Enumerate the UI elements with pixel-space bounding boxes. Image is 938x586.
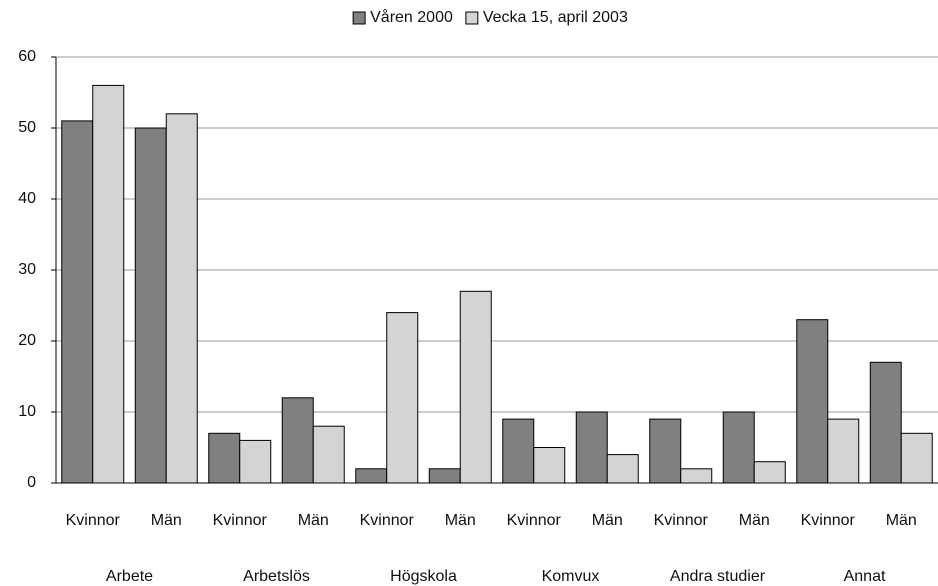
bar bbox=[869, 361, 902, 484]
x-tick-label: Kvinnor bbox=[66, 512, 121, 529]
bar bbox=[649, 418, 682, 484]
x-tick-label: Kvinnor bbox=[801, 512, 856, 529]
x-tick-label: Män bbox=[298, 512, 329, 529]
bar bbox=[722, 411, 755, 484]
legend-swatch bbox=[465, 11, 479, 25]
bar bbox=[239, 439, 272, 484]
x-tick-label: Kvinnor bbox=[507, 512, 562, 529]
y-tick-label: 0 bbox=[27, 474, 36, 491]
bar bbox=[827, 418, 860, 484]
bar bbox=[575, 411, 608, 484]
x-tick-label: Kvinnor bbox=[213, 512, 268, 529]
bar bbox=[92, 84, 125, 484]
bar bbox=[281, 397, 314, 484]
y-tick-label: 40 bbox=[18, 190, 36, 207]
group-label: Arbete bbox=[106, 568, 153, 585]
bar bbox=[208, 432, 241, 484]
group-label: Andra studier bbox=[670, 568, 766, 585]
bar bbox=[796, 319, 829, 484]
y-tick-label: 20 bbox=[18, 332, 36, 349]
y-tick-label: 50 bbox=[18, 119, 36, 136]
bar bbox=[312, 425, 345, 484]
bar bbox=[386, 312, 419, 484]
bar bbox=[680, 468, 713, 484]
x-tick-label: Män bbox=[445, 512, 476, 529]
bar bbox=[459, 290, 492, 484]
bar bbox=[134, 127, 167, 484]
bar bbox=[61, 120, 94, 484]
bar bbox=[428, 468, 461, 484]
x-tick-label: Kvinnor bbox=[654, 512, 709, 529]
legend-label: Våren 2000 bbox=[370, 8, 453, 26]
group-label: Komvux bbox=[542, 568, 600, 585]
bar bbox=[900, 432, 933, 484]
x-tick-label: Kvinnor bbox=[360, 512, 415, 529]
legend-label: Vecka 15, april 2003 bbox=[483, 9, 628, 26]
x-tick-label: Män bbox=[151, 512, 182, 529]
legend-swatch bbox=[352, 11, 366, 25]
bar bbox=[533, 447, 566, 484]
group-label: Arbetslös bbox=[243, 568, 310, 585]
x-tick-label: Män bbox=[739, 512, 770, 529]
y-tick-label: 60 bbox=[18, 48, 36, 65]
bar bbox=[355, 468, 388, 484]
y-tick-label: 30 bbox=[18, 261, 36, 278]
bar bbox=[753, 461, 786, 484]
group-label: Högskola bbox=[390, 568, 457, 585]
bar bbox=[606, 454, 639, 484]
y-tick-label: 10 bbox=[18, 403, 36, 420]
group-label: Annat bbox=[844, 568, 886, 585]
bar bbox=[502, 418, 535, 484]
x-tick-label: Män bbox=[886, 512, 917, 529]
bar bbox=[165, 113, 198, 484]
x-tick-label: Män bbox=[592, 512, 623, 529]
